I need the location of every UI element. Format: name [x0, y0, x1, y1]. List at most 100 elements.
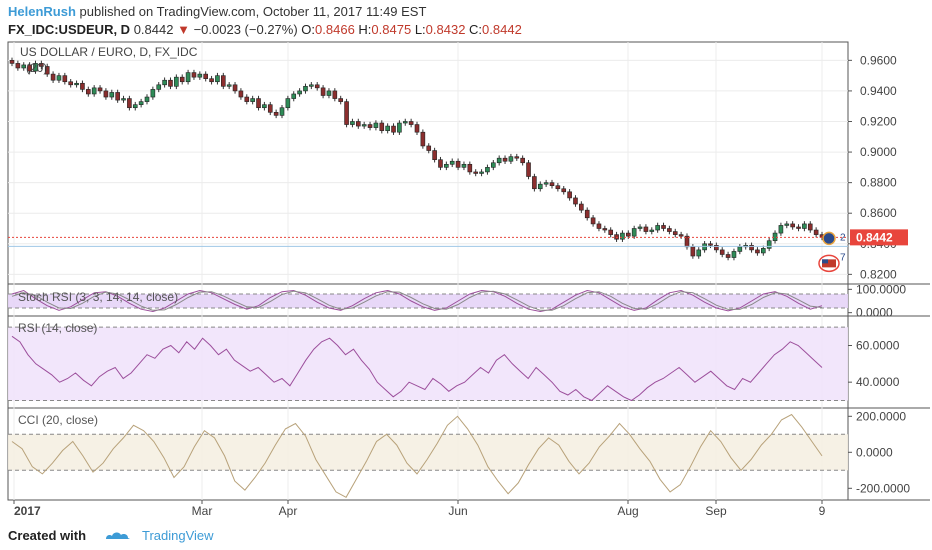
candle-body — [185, 72, 191, 83]
candle-body — [367, 124, 373, 128]
indicator-band — [8, 294, 848, 308]
candle-body — [567, 191, 572, 199]
candle-body — [520, 157, 525, 164]
candle-body — [215, 75, 220, 83]
candle-body — [579, 203, 584, 211]
down-arrow-icon: ▼ — [177, 22, 190, 37]
candle-body — [661, 225, 666, 229]
close-value: 0.8442 — [482, 22, 522, 37]
tradingview-cloud-icon — [106, 532, 130, 539]
candle-body — [86, 89, 91, 95]
candle-body — [209, 78, 214, 83]
candle-body — [408, 121, 414, 125]
candle-body — [537, 183, 543, 190]
candle-body — [796, 226, 801, 229]
candle-body — [596, 223, 602, 229]
candle-body — [326, 90, 332, 96]
candle-body — [168, 79, 173, 87]
candle-body — [320, 87, 326, 96]
last-price: 0.8442 — [133, 22, 174, 37]
candle-body — [156, 84, 162, 90]
candle-body — [144, 96, 150, 102]
candle-body — [444, 163, 449, 168]
candle-body — [297, 90, 302, 95]
candle-body — [385, 125, 390, 131]
candle-body — [514, 156, 520, 159]
high-label: H: — [358, 22, 372, 37]
author-link[interactable]: HelenRush — [8, 4, 76, 19]
candle-body — [262, 104, 267, 109]
candle-body — [332, 90, 338, 99]
us-flag-stripes — [822, 259, 836, 268]
candle-body — [226, 84, 232, 87]
candle-body — [655, 225, 660, 231]
indicator-band — [8, 327, 848, 401]
indicator-series-line — [11, 289, 823, 313]
candle-body — [790, 223, 795, 228]
overlay-label: (20) — [26, 61, 47, 75]
candle-body — [420, 131, 426, 147]
candle-body — [56, 75, 62, 81]
candle-body — [344, 101, 349, 125]
candle-body — [80, 82, 85, 90]
price-pane-title: US DOLLAR / EURO, D, FX_IDC — [20, 45, 198, 59]
candle-body — [549, 182, 555, 186]
candle-body — [508, 156, 514, 162]
chart-canvas[interactable]: 0.9600 0.9400 0.9200 0.9000 0.8800 0.8600 0.84… — [0, 0, 932, 522]
candle-body — [778, 225, 784, 234]
candle-body — [813, 229, 819, 235]
candle-body — [250, 98, 255, 102]
candle-body — [397, 122, 402, 133]
candle-body — [755, 249, 760, 254]
y-tick-label: 200.0000 — [856, 409, 906, 423]
candle-body — [749, 245, 754, 251]
event-flag-icon[interactable] — [822, 231, 836, 246]
candle-body — [461, 163, 467, 168]
candle-body — [238, 90, 244, 98]
candle-body — [244, 96, 250, 102]
indicator-title: Stoch RSI (3, 3, 14, 14, close) — [18, 290, 178, 304]
indicator-band — [8, 434, 848, 471]
candle-body — [643, 226, 649, 232]
candle-body — [438, 159, 443, 168]
y-tick-label: 0.0000 — [856, 445, 893, 459]
candle-body — [162, 79, 167, 86]
y-tick-label: -200.0000 — [856, 481, 910, 495]
candle-body — [221, 75, 226, 87]
y-tick-label: 40.0000 — [856, 375, 900, 389]
candle-body — [121, 98, 126, 101]
x-tick-label: Jun — [448, 504, 467, 518]
candle-body — [179, 76, 185, 83]
candle-body — [573, 197, 578, 205]
candle-body — [555, 185, 561, 190]
candle-body — [309, 84, 314, 87]
price-change: −0.0023 (−0.27%) — [193, 22, 298, 37]
candle-body — [526, 162, 531, 177]
candle-body — [15, 63, 21, 69]
candle-body — [807, 223, 813, 231]
candle-body — [561, 188, 567, 193]
candle-body — [150, 89, 156, 98]
y-tick-label: 0.8600 — [860, 206, 897, 220]
candle-body — [766, 240, 772, 249]
candle-body — [708, 243, 713, 246]
candle-body — [203, 73, 208, 79]
open-value: 0.8466 — [315, 22, 355, 37]
candle-body — [473, 171, 478, 174]
tradingview-brand-link[interactable]: TradingView — [142, 528, 214, 543]
candle-body — [291, 93, 297, 99]
chart-header: HelenRush published on TradingView.com, … — [0, 0, 932, 40]
candle-body — [414, 124, 420, 133]
candle-body — [626, 232, 631, 237]
candle-body — [314, 84, 320, 89]
candle-body — [379, 122, 385, 131]
candle-body — [256, 98, 261, 109]
candle-body — [9, 60, 15, 64]
symbol-label: FX_IDC:USDEUR, D — [8, 22, 131, 37]
y-tick-label: 0.9200 — [860, 114, 897, 128]
candle-body — [50, 73, 56, 81]
candle-body — [91, 87, 97, 95]
candle-body — [649, 229, 655, 232]
candle-body — [496, 157, 502, 164]
candle-body — [502, 157, 508, 162]
